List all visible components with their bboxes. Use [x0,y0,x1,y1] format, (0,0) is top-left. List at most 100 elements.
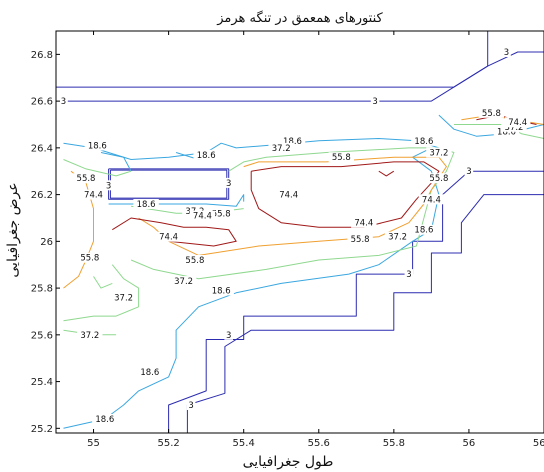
contour-label-38: 74.4 [279,191,298,201]
contour-label-bg-14 [411,224,437,235]
contour-label-37: 74.4 [159,233,178,243]
plot-area: 3 3 3 3 3 3 3 3 3 18.6 18.6 18.6 18.6 18.6 18.6 18.6 18.… [56,31,544,433]
chart-title: کنتورهای همعمق در تنگه هرمز [216,10,383,26]
contour-label-bg-17 [92,414,118,424]
x-tick-label-2: 55.4 [233,438,255,449]
contour-label-16: 18.6 [140,368,159,378]
contour-label-bg-27 [73,173,99,184]
contour-label-bg-5 [464,166,474,177]
contour-label-6: 3 [406,270,411,280]
contour-label-bg-34 [478,107,505,118]
contour-label-12: 18.6 [414,137,433,147]
contour-label-bg-29 [328,152,354,163]
contour-label-bg-20 [426,147,452,158]
contour-line-3-1 [63,51,544,102]
contour-line-3-2 [108,168,230,200]
contour-label-bg-16 [137,367,163,378]
contour-line-18-6-6 [63,147,440,429]
contour-label-bg-40 [418,194,445,205]
contour-line-3-5 [186,194,544,433]
contour-label-28: 55.8 [212,209,231,219]
contour-label-36: 74.4 [193,212,212,222]
contour-label-bg-28 [208,208,234,219]
contour-line-37-2-12 [63,159,132,177]
contour-label-bg-8 [186,400,196,410]
contour-label-bg-36 [189,210,216,221]
contour-label-4: 3 [106,181,111,191]
contour-label-bg-35 [80,189,107,200]
y-tick-label-5: 26.2 [31,190,53,201]
contour-label-40: 74.4 [422,195,441,205]
contour-line-37-2-14 [63,264,140,322]
contour-label-bg-41 [505,117,531,128]
y-tick-label-7: 26.6 [31,97,53,108]
contour-label-bg-38 [276,189,302,200]
y-tick-label-2: 25.6 [31,330,53,341]
contour-label-15: 18.6 [212,286,231,296]
contour-label-24: 37.2 [114,293,133,303]
contour-label-bg-15 [208,285,234,296]
contour-label-bg-39 [351,217,377,228]
contour-label-11: 18.6 [197,151,216,161]
contour-line-74-4-22 [112,217,237,247]
contour-label-bg-3 [224,177,233,188]
contour-line-74-4-23 [250,161,440,228]
contour-label-32: 55.8 [185,256,204,266]
contour-label-bg-4 [104,180,113,191]
y-tick-label-8: 26.8 [31,50,53,61]
contour-line-18-6-9 [108,194,245,207]
contour-label-bg-32 [182,255,208,265]
contour-label-18: 18.6 [497,128,516,138]
contour-line-18-6-7 [63,138,440,160]
contour-label-bg-13 [133,199,159,209]
contour-label-bg-1 [370,96,380,107]
contour-label-3: 3 [226,179,231,189]
contour-label-bg-10 [279,135,306,146]
contour-label-30: 55.8 [429,174,448,184]
contour-label-bg-6 [404,269,414,280]
y-axis: 25.2 25.4 25.6 25.8 26 26.2 26.4 26.6 26.8 [31,50,60,435]
contour-label-bg-25 [77,329,103,340]
contour-label-8: 3 [188,401,193,411]
contour-label-41: 74.4 [508,118,527,128]
x-tick-label-1: 55.2 [157,438,179,449]
y-axis-title: عرض جغرافیایی [5,182,21,277]
x-axis-title: طول جغرافیایی [243,454,334,470]
plot-frame [55,30,544,434]
x-tick-label-3: 55.6 [308,438,330,449]
contour-label-19: 37.2 [272,144,291,154]
contour-label-bg-37 [155,231,182,242]
contour-label-bg-22 [170,276,197,287]
contour-label-35: 74.4 [84,191,103,201]
contour-label-27: 55.8 [77,174,96,184]
x-tick-label-5: 56 [463,438,476,449]
y-tick-label-6: 26.4 [31,143,53,154]
x-tick-label-6: 56.2 [533,438,544,449]
contour-line-74-4-25 [378,170,395,177]
contour-label-10: 18.6 [283,137,302,147]
contour-label-2: 3 [61,97,66,107]
contour-label-9: 18.6 [88,142,107,152]
contour-line-18-6-10 [100,152,132,172]
contour-label-29: 55.8 [332,153,351,163]
contour-label-bg-33 [77,252,103,263]
contour-label-bg-23 [384,231,411,242]
contour-label-14: 18.6 [414,226,433,236]
y-tick-label-1: 25.4 [31,377,53,388]
contour-label-bg-12 [411,135,437,146]
contour-label-34: 55.8 [482,109,501,119]
x-tick-label-0: 55 [87,438,100,449]
contour-line-55-8-20 [138,156,447,256]
contour-label-bg-7 [224,329,233,340]
contour-line-37-2-16 [93,276,113,289]
x-axis: 55 55.2 55.4 55.6 55.8 56 56.2 [87,31,544,449]
contour-label-17: 18.6 [95,415,114,425]
y-tick-label-4: 26 [40,237,53,248]
contour-label-bg-0 [502,47,511,57]
contour-label-0: 3 [504,48,509,58]
contour-label-20: 37.2 [429,149,448,159]
contour-label-bg-31 [347,234,373,244]
contour-label-22: 37.2 [174,277,193,287]
contour-label-bg-30 [426,173,452,184]
